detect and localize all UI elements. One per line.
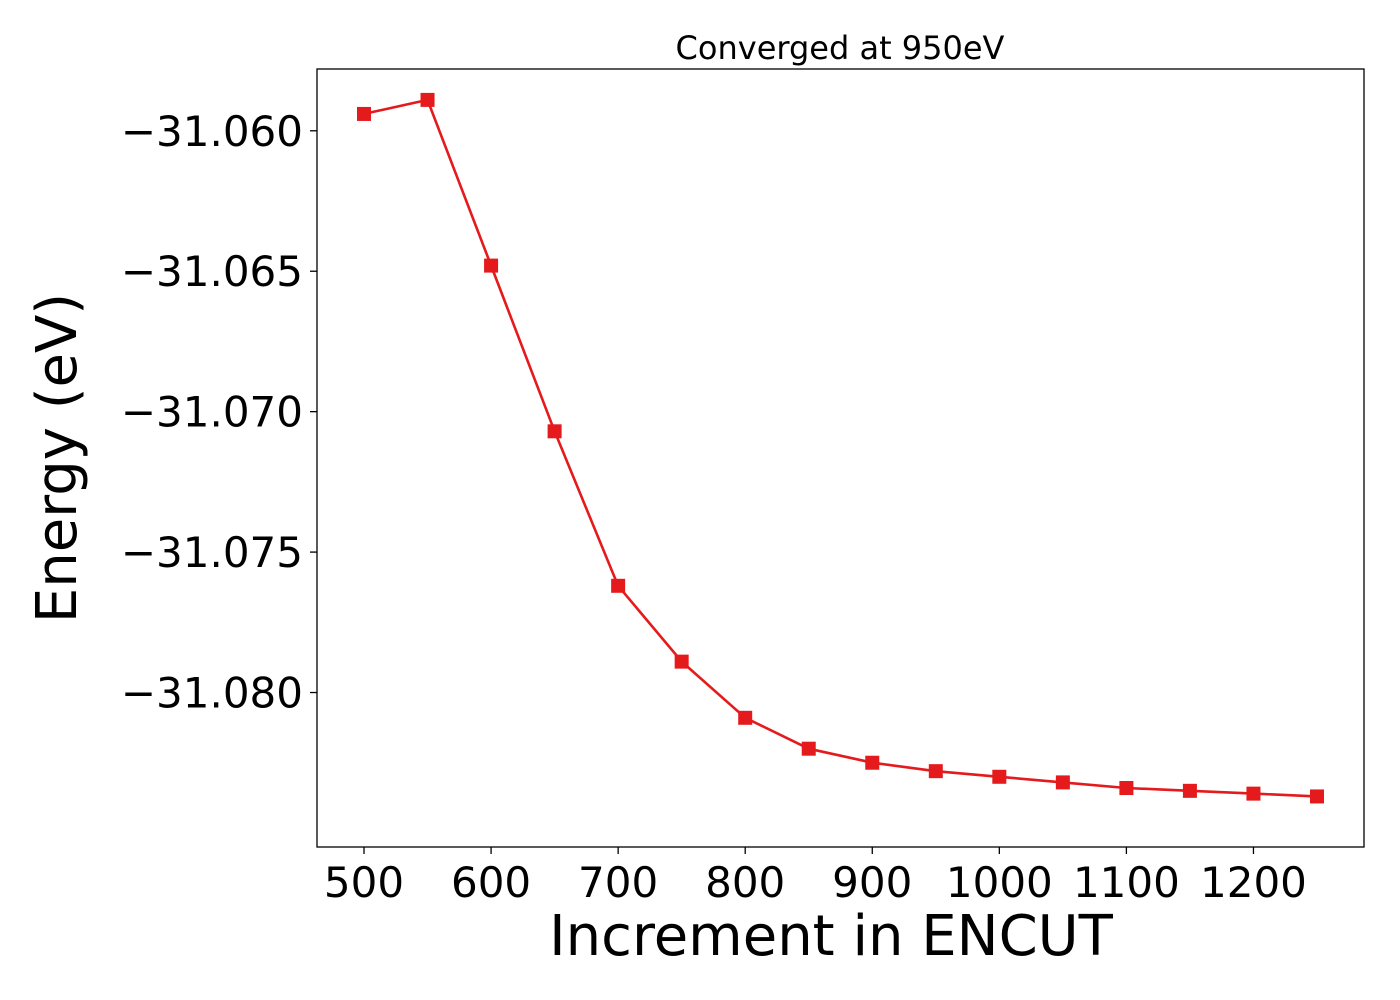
data-point-marker — [1055, 775, 1070, 790]
x-axis-title: Increment in ENCUT — [549, 904, 1114, 969]
data-point-marker — [738, 710, 753, 725]
x-tick-label: 900 — [832, 858, 912, 907]
data-point-marker — [1246, 786, 1261, 801]
data-point-marker — [1119, 781, 1134, 796]
data-point-marker — [547, 424, 562, 439]
data-point-marker — [1309, 789, 1324, 804]
y-tick-label: −31.075 — [121, 528, 303, 577]
x-tick-label: 1000 — [946, 858, 1053, 907]
y-tick-label: −31.080 — [121, 669, 303, 718]
y-tick-label: −31.070 — [121, 388, 303, 437]
data-point-marker — [484, 258, 499, 273]
chart-title: Converged at 950eV — [676, 29, 1005, 67]
plot-area-frame — [316, 68, 1365, 848]
data-point-marker — [928, 764, 943, 779]
y-axis-title: Energy (eV) — [25, 293, 90, 623]
y-tick-label: −31.065 — [121, 247, 303, 296]
data-point-marker — [865, 755, 880, 770]
data-point-marker — [801, 741, 816, 756]
x-tick-label: 1200 — [1200, 858, 1307, 907]
x-tick-label: 600 — [451, 858, 531, 907]
x-tick-label: 500 — [324, 858, 404, 907]
data-point-marker — [1182, 783, 1197, 798]
data-point-marker — [674, 654, 689, 669]
data-point-marker — [357, 106, 372, 121]
x-tick-label: 1100 — [1073, 858, 1180, 907]
x-tick-label: 700 — [578, 858, 658, 907]
data-point-marker — [420, 92, 435, 107]
x-tick-label: 800 — [705, 858, 785, 907]
data-point-marker — [611, 578, 626, 593]
data-point-marker — [992, 769, 1007, 784]
y-tick-label: −31.060 — [121, 107, 303, 156]
series-line — [363, 98, 1318, 798]
